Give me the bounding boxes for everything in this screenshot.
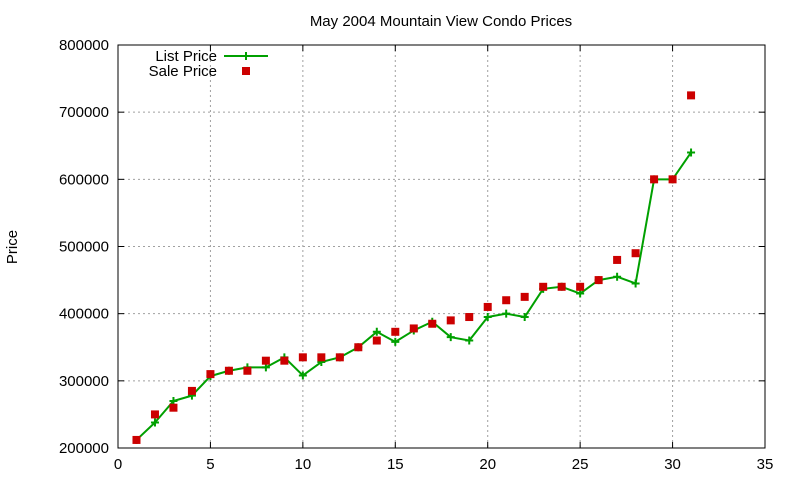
- sale-price-point: [557, 282, 566, 291]
- list-price-point: [502, 309, 511, 318]
- y-axis-label: Price: [4, 230, 21, 264]
- sale-price-point: [298, 353, 307, 362]
- sale-price-point: [169, 403, 178, 412]
- list-price-point: [391, 337, 400, 346]
- sale-price-point: [483, 302, 492, 311]
- sale-price-point: [391, 327, 400, 336]
- legend-entry-sale-price: Sale Price: [149, 63, 250, 80]
- x-tick-label: 25: [572, 456, 589, 473]
- sale-price-point: [502, 296, 511, 305]
- sale-price-point: [280, 356, 289, 365]
- list-price-point: [613, 272, 622, 281]
- list-price-point: [169, 396, 178, 405]
- x-tick-label: 10: [295, 456, 312, 473]
- sale-price-point: [613, 255, 622, 264]
- x-tick-label: 20: [479, 456, 496, 473]
- x-tick-label: 0: [114, 456, 122, 473]
- legend-swatch-square-sale-price: [242, 67, 250, 75]
- legend-label-list-price: List Price: [155, 48, 217, 65]
- list-price-point: [631, 279, 640, 288]
- y-tick-label: 800000: [59, 37, 109, 54]
- series-sale-price: [132, 91, 696, 444]
- series-layer: [132, 91, 696, 444]
- list-price-point: [261, 363, 270, 372]
- plot-frame: [117, 44, 766, 449]
- legend-label-sale-price: Sale Price: [149, 63, 217, 80]
- list-price-point: [520, 313, 529, 322]
- sale-price-point: [335, 353, 344, 362]
- legend: List Price Sale Price: [149, 48, 268, 80]
- sale-price-point: [354, 343, 363, 352]
- grid-lines: [118, 45, 765, 448]
- sale-price-point: [261, 356, 270, 365]
- list-price-point: [372, 327, 381, 336]
- y-tick-label: 500000: [59, 239, 109, 256]
- list-price-point: [576, 289, 585, 298]
- list-price-point: [446, 333, 455, 342]
- sale-price-point: [576, 282, 585, 291]
- sale-price-point: [465, 313, 474, 322]
- sale-price-point: [631, 249, 640, 258]
- sale-price-point: [132, 435, 141, 444]
- axis-ticks: [117, 44, 766, 449]
- sale-price-point: [520, 292, 529, 301]
- y-tick-label: 700000: [59, 104, 109, 121]
- y-tick-label: 200000: [59, 440, 109, 457]
- legend-swatch-plus-list-price: [242, 52, 250, 60]
- sale-price-point: [668, 175, 677, 184]
- sale-price-point: [650, 175, 659, 184]
- list-price-point: [687, 148, 696, 157]
- sale-price-point: [539, 282, 548, 291]
- x-tick-label: 5: [206, 456, 214, 473]
- sale-price-point: [409, 324, 418, 333]
- list-price-point: [483, 313, 492, 322]
- sale-price-point: [206, 370, 215, 379]
- x-tick-labels: 0 5 10 15 20 25 30 35: [114, 456, 774, 473]
- chart-title: May 2004 Mountain View Condo Prices: [310, 13, 572, 30]
- list-price-point: [298, 371, 307, 380]
- sale-price-point: [224, 366, 233, 375]
- series-list-price: [132, 148, 696, 444]
- y-tick-label: 300000: [59, 373, 109, 390]
- sale-price-point: [446, 316, 455, 325]
- list-price-line: [135, 151, 692, 441]
- sale-price-point: [150, 410, 159, 419]
- y-tick-labels: 200000 300000 400000 500000 600000 700000 8000…: [59, 37, 109, 457]
- y-tick-label: 400000: [59, 306, 109, 323]
- sale-price-point: [687, 91, 696, 100]
- sale-price-point: [187, 386, 196, 395]
- sale-price-point: [317, 353, 326, 362]
- sale-price-point: [428, 319, 437, 328]
- x-tick-label: 15: [387, 456, 404, 473]
- y-tick-label: 600000: [59, 171, 109, 188]
- x-tick-label: 30: [664, 456, 681, 473]
- list-price-point: [150, 418, 159, 427]
- sale-price-point: [243, 366, 252, 375]
- sale-price-point: [372, 336, 381, 345]
- sale-price-point: [594, 276, 603, 285]
- x-tick-label: 35: [757, 456, 774, 473]
- list-price-point: [465, 336, 474, 345]
- legend-entry-list-price: List Price: [155, 48, 268, 65]
